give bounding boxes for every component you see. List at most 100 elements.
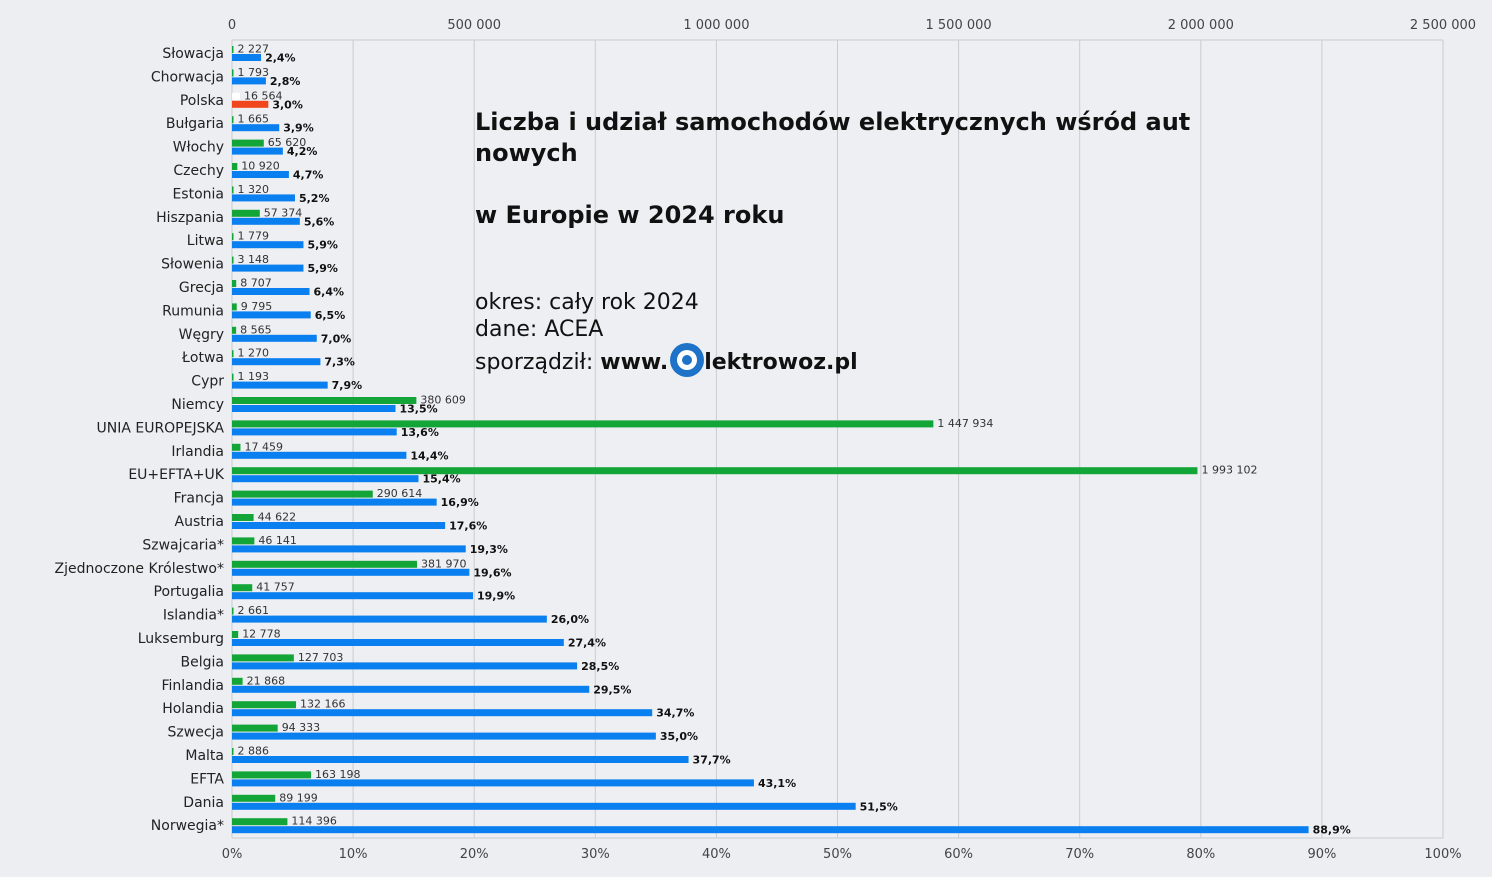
count-data-label: 1 447 934: [937, 417, 993, 430]
category-label: Malta: [185, 748, 224, 764]
share-data-label: 88,9%: [1313, 824, 1351, 837]
count-data-label: 17 459: [244, 440, 283, 453]
share-data-label: 34,7%: [656, 707, 694, 720]
source-text: dane: ACEA: [475, 317, 604, 342]
count-bar: [232, 537, 255, 545]
category-label: Łotwa: [181, 350, 224, 366]
share-axis-tick-label: 80%: [1186, 847, 1215, 862]
share-axis-tick-label: 40%: [702, 847, 731, 862]
count-axis-tick-label: 2 500 000: [1410, 18, 1476, 33]
category-label: Islandia*: [163, 608, 224, 624]
share-bar: [232, 592, 473, 600]
share-bar: [232, 77, 266, 85]
share-data-label: 17,6%: [449, 520, 487, 533]
category-label: Dania: [183, 795, 224, 811]
plug-logo-icon: [670, 343, 705, 377]
share-axis-tick-label: 70%: [1065, 847, 1094, 862]
category-label: Austria: [175, 514, 224, 530]
category-label: Niemcy: [171, 397, 224, 413]
count-data-label: 16 564: [244, 89, 283, 102]
chart-title-line-1: Liczba i udział samochodów elektrycznych…: [475, 108, 1191, 167]
count-bar: [232, 584, 253, 592]
count-data-label: 132 166: [300, 698, 346, 711]
count-data-label: 163 198: [315, 768, 361, 781]
category-label: Cypr: [191, 374, 224, 390]
share-bar: [232, 194, 295, 202]
author-line: sporządził: www. lektrowoz.pl: [475, 343, 1255, 377]
share-axis-tick-label: 50%: [823, 847, 852, 862]
share-data-label: 15,4%: [422, 473, 460, 486]
count-bar: [232, 701, 297, 709]
share-data-label: 26,0%: [551, 613, 589, 626]
share-data-label: 3,9%: [283, 122, 314, 135]
count-data-label: 2 886: [238, 745, 270, 758]
count-bar: [232, 443, 241, 451]
share-data-label: 6,4%: [314, 286, 345, 299]
count-data-label: 2 227: [238, 43, 270, 56]
count-bar: [232, 794, 276, 802]
count-bar: [232, 818, 288, 826]
share-bar: [232, 241, 304, 249]
category-label: Chorwacja: [151, 69, 224, 85]
share-bar: [232, 802, 856, 810]
period-text: okres: cały rok 2024: [475, 290, 699, 315]
share-axis-tick-label: 60%: [944, 847, 973, 862]
count-bar: [232, 46, 234, 53]
share-data-label: 37,7%: [693, 754, 731, 767]
count-data-label: 1 665: [238, 113, 270, 126]
share-bar: [232, 615, 547, 623]
share-data-label: 7,0%: [321, 332, 352, 345]
category-label: Luksemburg: [138, 631, 224, 647]
share-data-label: 19,6%: [473, 566, 511, 579]
category-label: Słowacja: [162, 46, 224, 62]
share-data-label: 2,8%: [270, 75, 301, 88]
category-label: EFTA: [190, 771, 224, 787]
share-bar: [232, 451, 407, 459]
category-label: Polska: [180, 93, 224, 109]
count-data-label: 57 374: [264, 206, 303, 219]
category-label: Norwegia*: [151, 818, 224, 834]
count-bar: [232, 69, 234, 77]
count-axis-tick-label: 500 000: [447, 18, 501, 33]
share-data-label: 7,3%: [324, 356, 355, 369]
category-label: Francja: [174, 491, 224, 507]
share-data-label: 29,5%: [593, 683, 631, 696]
share-data-label: 3,0%: [272, 98, 303, 111]
count-bar: [232, 373, 234, 381]
share-data-label: 13,6%: [401, 426, 439, 439]
count-bar: [232, 163, 238, 170]
share-bar: [232, 709, 653, 717]
category-label: Portugalia: [154, 584, 224, 600]
count-data-label: 3 148: [238, 253, 270, 266]
count-data-label: 1 779: [238, 230, 270, 243]
share-bar: [232, 545, 466, 553]
share-bar: [232, 54, 262, 61]
share-bar: [232, 288, 310, 295]
count-axis-tick-label: 1 500 000: [926, 18, 992, 33]
share-data-label: 5,6%: [304, 215, 335, 228]
category-label: Finlandia: [162, 678, 225, 694]
count-data-label: 46 141: [258, 534, 297, 547]
share-axis-tick-label: 30%: [581, 847, 610, 862]
count-data-label: 10 920: [241, 160, 280, 173]
count-bar: [232, 350, 234, 358]
category-label: Hiszpania: [156, 210, 224, 226]
count-data-label: 1 993 102: [1201, 464, 1257, 477]
share-data-label: 14,4%: [410, 449, 448, 462]
share-data-label: 19,9%: [477, 590, 515, 603]
share-bar: [232, 498, 437, 506]
count-bar: [232, 607, 234, 615]
share-data-label: 2,4%: [265, 52, 296, 65]
share-data-label: 6,5%: [315, 309, 346, 322]
count-data-label: 380 609: [420, 394, 466, 407]
share-data-label: 35,0%: [660, 730, 698, 743]
share-bar: [232, 475, 419, 483]
share-data-label: 51,5%: [860, 800, 898, 813]
share-data-label: 16,9%: [441, 496, 479, 509]
count-bar: [232, 420, 934, 428]
count-data-label: 44 622: [258, 511, 297, 524]
category-label: Szwajcaria*: [142, 537, 224, 553]
count-axis-tick-label: 1 000 000: [683, 18, 749, 33]
count-bar: [232, 92, 241, 100]
